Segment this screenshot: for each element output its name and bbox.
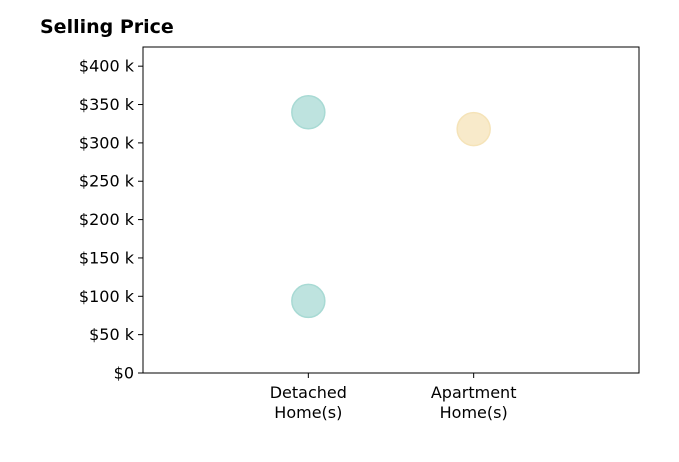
data-point	[456, 111, 491, 147]
chart-title: Selling Price	[40, 16, 174, 38]
x-axis: Detached Home(s) Apartment Home(s)	[270, 373, 517, 422]
x-tick-label: Apartment Home(s)	[431, 383, 517, 422]
y-tick-label: $350 k	[79, 95, 135, 114]
y-tick-label: $400 k	[79, 57, 135, 76]
y-tick-label: $250 k	[79, 172, 135, 191]
data-point	[291, 94, 326, 130]
y-tick-label: $150 k	[79, 248, 135, 267]
y-tick-label: $100 k	[79, 287, 135, 306]
y-tick-label: $50 k	[89, 325, 135, 344]
x-tick-label: Detached Home(s)	[270, 383, 347, 422]
y-tick-label: $0	[114, 364, 134, 383]
data-points	[291, 94, 491, 319]
y-tick-label: $200 k	[79, 210, 135, 229]
plot-frame	[142, 46, 640, 374]
y-axis: $0 $50 k $100 k $150 k $200 k $250 k $300 k $35…	[79, 57, 143, 383]
data-point	[291, 283, 326, 319]
y-tick-label: $300 k	[79, 133, 135, 152]
